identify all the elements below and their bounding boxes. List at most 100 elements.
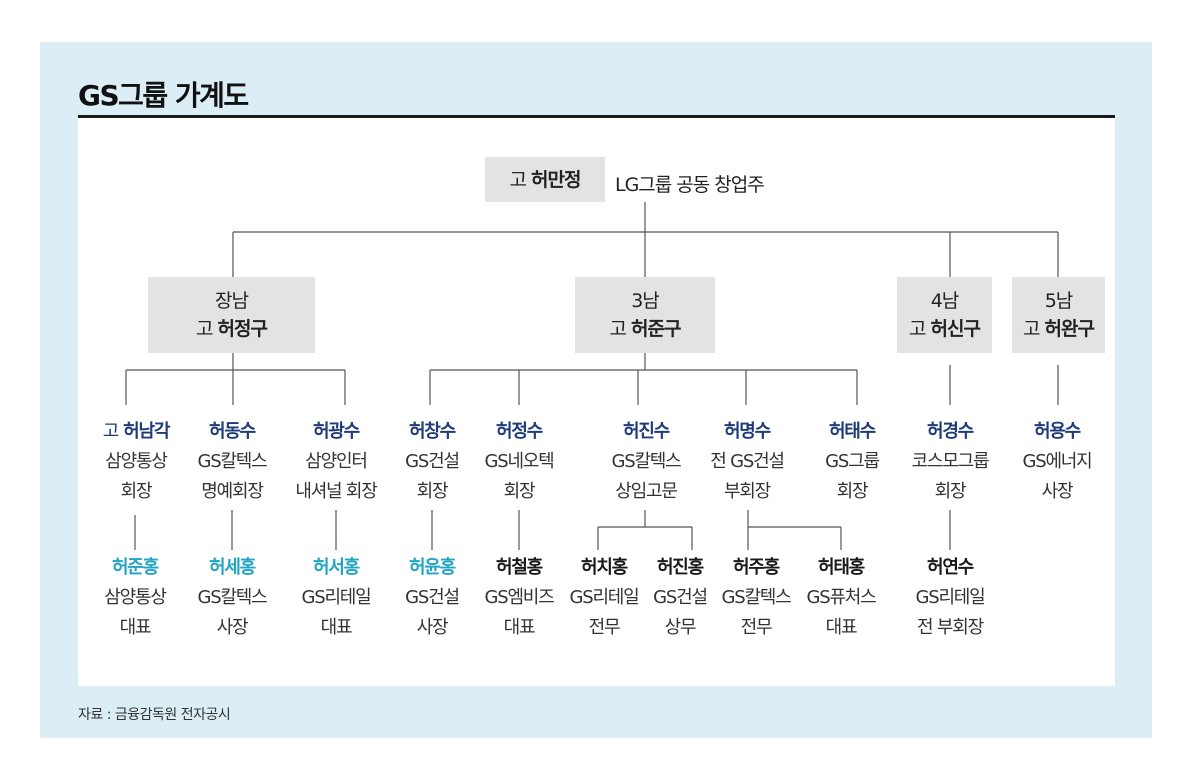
person-name-text: 허철홍	[495, 557, 543, 578]
person-title-line: GS건설	[405, 451, 460, 472]
son-rank: 3남	[631, 290, 660, 312]
person-name: 허정수	[484, 417, 553, 447]
person-name: 허연수	[915, 553, 984, 583]
person-name-text: 허동수	[208, 421, 256, 442]
person-name: 허태홍	[806, 553, 875, 583]
son-name: 허준구	[631, 318, 681, 340]
founder-prefix: 고	[509, 168, 528, 191]
title-divider	[78, 115, 1115, 118]
connector-founder	[232, 202, 1059, 277]
founder-name: 허만정	[531, 168, 581, 191]
person-title-line: 삼양통상	[104, 587, 167, 608]
person-node: 허용수 GS에너지 사장	[1022, 417, 1092, 507]
person-name-text: 허연수	[926, 557, 974, 578]
person-node: 허광수 삼양인터 내셔널 회장	[295, 417, 378, 507]
person-name-text: 허주홍	[732, 557, 780, 578]
person-title-line: 대표	[119, 617, 152, 638]
connector-gen3	[134, 510, 951, 550]
person-title-line: GS리테일	[301, 587, 371, 608]
person-title-line: GS퓨처스	[806, 587, 876, 608]
person-name: 허주홍	[721, 553, 790, 583]
person-name: 허창수	[405, 417, 459, 447]
son-prefix: 고	[1023, 318, 1041, 340]
person-title-line: 전 부회장	[917, 617, 984, 638]
person-name-text: 허명수	[723, 421, 771, 442]
person-title-line: GS칼텍스	[197, 587, 267, 608]
person-name: 허치홍	[569, 553, 638, 583]
person-name: 허세홍	[197, 553, 266, 583]
person-title-line: 대표	[503, 617, 536, 638]
person-name: 허경수	[912, 417, 989, 447]
tree-panel	[78, 118, 1115, 686]
son-prefix: 고	[909, 318, 927, 340]
person-name-text: 허경수	[926, 421, 974, 442]
connector-eldest	[125, 353, 346, 405]
person-title-line: 내셔널 회장	[295, 481, 378, 502]
son-prefix: 고	[196, 318, 214, 340]
person-name-text: 허진수	[622, 421, 670, 442]
son-name: 허완구	[1044, 318, 1095, 340]
person-name: 허준홍	[104, 553, 165, 583]
son-name: 허신구	[930, 318, 981, 340]
person-name-text: 허준홍	[111, 557, 159, 578]
person-name-text: 허태수	[828, 421, 876, 442]
person-name-text: 허남각	[123, 421, 170, 442]
connector-third	[429, 353, 858, 405]
founder-note: LG그룹 공동 창업주	[615, 174, 765, 196]
son-box: 5남 고 허완구	[1012, 277, 1105, 353]
person-name-text: 허정수	[495, 421, 543, 442]
person-title-line: 사장	[416, 617, 449, 638]
person-title-line: 회장	[503, 481, 536, 502]
person-title-line: 코스모그룹	[911, 451, 990, 472]
person-name: 고 허남각	[102, 417, 171, 447]
person-name: 허진수	[611, 417, 680, 447]
person-name-text: 허치홍	[580, 557, 628, 578]
person-title-line: GS그룹	[825, 451, 880, 472]
person-name-text: 허진홍	[656, 557, 704, 578]
person-name: 허서홍	[301, 553, 370, 583]
person-name: 허명수	[710, 417, 784, 447]
person-name-text: 허세홍	[208, 557, 256, 578]
person-title-line: GS네오텍	[484, 451, 554, 472]
person-title-line: GS건설	[405, 587, 460, 608]
person-node: 허철홍 GS엠비즈 대표	[484, 553, 554, 643]
person-node: 허동수 GS칼텍스 명예회장	[197, 417, 267, 507]
person-title-line: 회장	[836, 481, 869, 502]
person-name-text: 허창수	[408, 421, 456, 442]
person-title-line: 전무	[740, 617, 773, 638]
person-name: 허철홍	[484, 553, 553, 583]
person-name: 허용수	[1022, 417, 1091, 447]
person-name-text: 허윤홍	[408, 557, 456, 578]
person-title-line: 상무	[664, 617, 697, 638]
person-node: 고 허남각 삼양통상 회장	[102, 417, 171, 507]
person-title-line: GS칼텍스	[611, 451, 681, 472]
person-title-line: GS리테일	[569, 587, 639, 608]
person-title-line: 전 GS건설	[710, 451, 785, 472]
person-title-line: 대표	[320, 617, 353, 638]
person-title-line: 사장	[216, 617, 249, 638]
son-prefix: 고	[609, 318, 628, 340]
person-title-line: 대표	[825, 617, 858, 638]
person-title-line: GS칼텍스	[721, 587, 791, 608]
person-title-line: GS리테일	[915, 587, 985, 608]
son-name: 허정구	[217, 318, 268, 340]
person-title-line: 사장	[1041, 481, 1074, 502]
person-title-line: 회장	[416, 481, 449, 502]
person-title-line: 상임고문	[615, 481, 678, 502]
person-title-line: 회장	[934, 481, 967, 502]
person-name: 허진홍	[653, 553, 707, 583]
person-prefix: 고	[102, 421, 120, 442]
person-title-line: 부회장	[723, 481, 771, 502]
person-title-line: 삼양통상	[105, 451, 168, 472]
